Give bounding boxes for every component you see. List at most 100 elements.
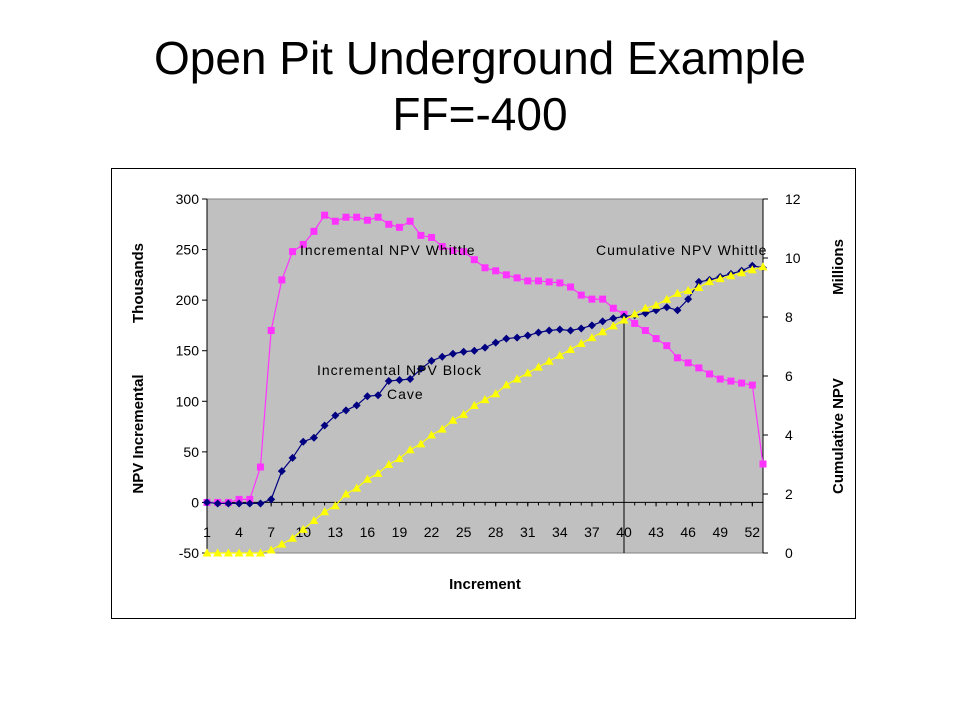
data-point (353, 213, 361, 221)
data-point (577, 324, 586, 333)
data-point (428, 233, 436, 241)
data-point (694, 283, 704, 291)
data-point (716, 375, 724, 383)
data-point (652, 335, 660, 343)
x-tick-label: 1 (203, 524, 211, 540)
title-line-1: Open Pit Underground Example (153, 32, 807, 84)
data-point (727, 377, 735, 385)
data-point (672, 288, 682, 297)
right-axis-unit: Millions (830, 239, 847, 295)
data-point (438, 352, 447, 361)
data-point (748, 381, 756, 389)
data-point (406, 217, 414, 225)
data-point (738, 379, 746, 387)
data-point (619, 315, 629, 324)
data-point (512, 374, 522, 383)
data-point (534, 328, 543, 337)
annotation-incremental-npv-block: Incremental NPV Block (317, 362, 482, 378)
data-point (341, 489, 351, 498)
left-tick-label: -50 (179, 545, 199, 561)
data-point (641, 326, 649, 334)
data-point (726, 271, 736, 280)
data-point (608, 321, 618, 330)
data-point (202, 548, 212, 557)
data-point (683, 285, 693, 294)
data-point (663, 342, 671, 350)
data-point (491, 389, 501, 398)
series-cumulative-npv-whittle (202, 262, 768, 557)
data-point (330, 501, 340, 510)
data-point (203, 498, 211, 507)
x-tick-label: 37 (584, 524, 600, 540)
data-point (395, 223, 403, 231)
data-point (492, 267, 500, 275)
right-tick-label: 10 (785, 250, 801, 266)
right-tick-label: 12 (785, 191, 801, 207)
data-point (631, 319, 639, 327)
data-point (694, 277, 703, 286)
right-tick-label: 2 (785, 486, 793, 502)
data-point (416, 439, 426, 448)
data-point (609, 304, 617, 312)
data-point (438, 243, 446, 251)
x-tick-label: 7 (267, 524, 275, 540)
data-point (684, 359, 692, 367)
x-tick-label: 52 (745, 524, 761, 540)
data-point (385, 220, 393, 228)
data-point (321, 211, 329, 219)
data-point (245, 499, 254, 508)
data-point (448, 415, 458, 424)
right-tick-label: 0 (785, 545, 793, 561)
data-point (480, 395, 490, 404)
data-point (289, 248, 297, 256)
data-point (470, 346, 479, 355)
data-point (544, 356, 554, 365)
right-tick-label: 8 (785, 309, 793, 325)
slide-title: Open Pit Underground Example FF=-400 (0, 30, 960, 142)
data-point (277, 539, 287, 548)
data-point (310, 227, 318, 235)
right-axis-title: Cumulative NPV (830, 378, 847, 494)
data-point (556, 279, 564, 287)
data-point (223, 548, 233, 557)
x-tick-label: 34 (552, 524, 568, 540)
data-point (256, 463, 264, 471)
data-point (235, 495, 243, 503)
data-point (609, 314, 618, 323)
left-axis-unit: Thousands (130, 243, 147, 323)
data-point (277, 467, 286, 476)
data-point (662, 294, 672, 303)
x-tick-label: 49 (712, 524, 728, 540)
data-point (588, 295, 596, 303)
data-point (695, 364, 703, 372)
x-tick-label: 28 (488, 524, 504, 540)
data-point (651, 300, 661, 309)
chart-frame: -500501001502002503000246810121471013161… (111, 168, 856, 619)
x-tick-label: 13 (328, 524, 344, 540)
data-point (394, 454, 404, 463)
data-point (759, 460, 767, 468)
series-incremental-npv-block-cave (203, 261, 767, 508)
data-point (598, 317, 607, 326)
data-point (533, 362, 543, 371)
data-point (470, 256, 478, 264)
chart-svg: -500501001502002503000246810121471013161… (130, 191, 847, 593)
x-tick-label: 4 (235, 524, 243, 540)
data-point (352, 483, 362, 492)
data-point (758, 262, 768, 271)
data-point (298, 524, 308, 533)
data-point (481, 343, 489, 352)
data-point (566, 326, 575, 335)
data-point (320, 421, 329, 430)
data-point (513, 333, 522, 342)
data-point (545, 326, 554, 335)
data-point (437, 424, 447, 433)
data-point (684, 295, 693, 304)
data-point (352, 401, 361, 410)
x-tick-label: 25 (456, 524, 472, 540)
data-point (598, 327, 608, 336)
data-point (416, 364, 425, 373)
data-point (587, 333, 597, 342)
x-tick-label: 43 (648, 524, 664, 540)
data-point (737, 268, 747, 277)
